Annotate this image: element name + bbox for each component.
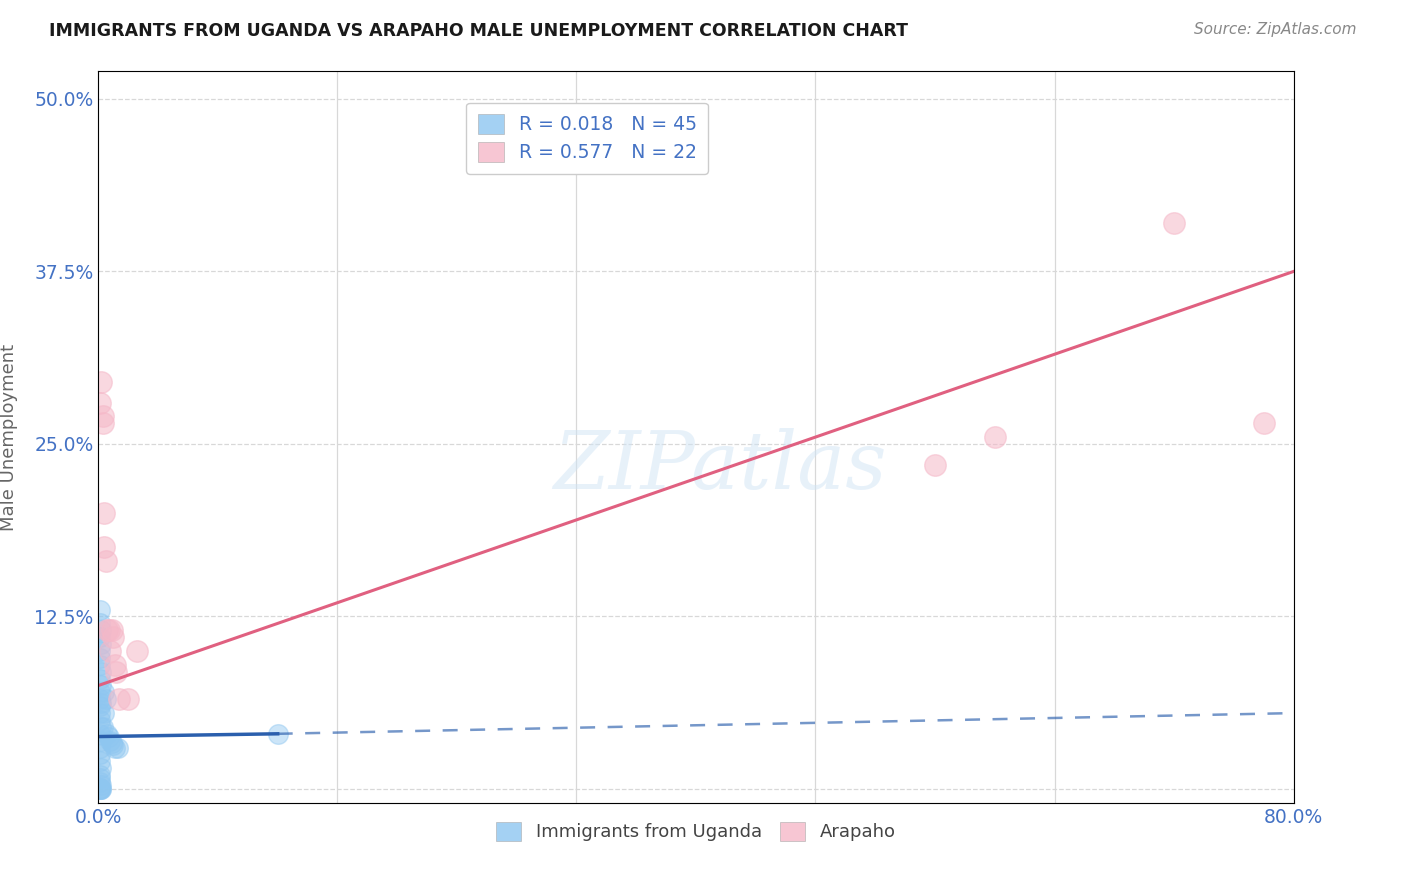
Point — [117, 692, 139, 706]
Point — [93, 706, 115, 720]
Point — [90, 761, 112, 775]
Point — [96, 727, 118, 741]
Point — [90, 678, 112, 692]
Point — [96, 624, 118, 638]
Point — [103, 630, 125, 644]
Point — [89, 771, 111, 785]
Text: Source: ZipAtlas.com: Source: ZipAtlas.com — [1194, 22, 1357, 37]
Point — [267, 727, 290, 741]
Point — [108, 692, 131, 706]
Point — [107, 740, 129, 755]
Point — [93, 541, 115, 555]
Point — [89, 780, 111, 795]
Point — [90, 375, 112, 389]
Point — [90, 665, 112, 679]
Legend: Immigrants from Uganda, Arapaho: Immigrants from Uganda, Arapaho — [489, 814, 903, 848]
Point — [90, 782, 112, 797]
Point — [520, 127, 543, 141]
Point — [98, 733, 122, 747]
Point — [1253, 417, 1275, 431]
Point — [93, 685, 115, 699]
Point — [89, 706, 111, 720]
Point — [90, 624, 112, 638]
Y-axis label: Male Unemployment: Male Unemployment — [0, 343, 18, 531]
Point — [91, 417, 114, 431]
Point — [89, 602, 111, 616]
Point — [89, 768, 111, 782]
Point — [94, 554, 117, 568]
Point — [91, 409, 114, 424]
Point — [127, 644, 149, 658]
Point — [89, 657, 111, 672]
Point — [90, 720, 112, 734]
Point — [103, 738, 125, 752]
Point — [93, 506, 115, 520]
Point — [89, 616, 111, 631]
Point — [90, 733, 112, 747]
Point — [97, 624, 120, 638]
Point — [924, 458, 946, 472]
Point — [89, 644, 111, 658]
Point — [89, 685, 111, 699]
Point — [91, 720, 114, 734]
Point — [89, 651, 111, 665]
Text: ZIPatlas: ZIPatlas — [553, 427, 887, 505]
Point — [90, 778, 112, 792]
Point — [104, 740, 127, 755]
Point — [89, 782, 111, 797]
Point — [101, 736, 124, 750]
Point — [101, 624, 124, 638]
Point — [89, 755, 111, 769]
Point — [97, 730, 120, 744]
Point — [89, 782, 111, 797]
Point — [90, 782, 112, 797]
Point — [89, 672, 111, 686]
Point — [984, 430, 1007, 444]
Point — [94, 692, 117, 706]
Point — [1163, 216, 1185, 230]
Point — [98, 644, 122, 658]
Point — [89, 775, 111, 789]
Text: IMMIGRANTS FROM UGANDA VS ARAPAHO MALE UNEMPLOYMENT CORRELATION CHART: IMMIGRANTS FROM UGANDA VS ARAPAHO MALE U… — [49, 22, 908, 40]
Point — [89, 692, 111, 706]
Point — [89, 740, 111, 755]
Point — [89, 699, 111, 714]
Point — [104, 657, 127, 672]
Point — [89, 727, 111, 741]
Point — [89, 395, 111, 409]
Point — [89, 747, 111, 762]
Point — [89, 630, 111, 644]
Point — [90, 637, 112, 651]
Point — [105, 665, 128, 679]
Point — [89, 713, 111, 727]
Point — [90, 697, 112, 711]
